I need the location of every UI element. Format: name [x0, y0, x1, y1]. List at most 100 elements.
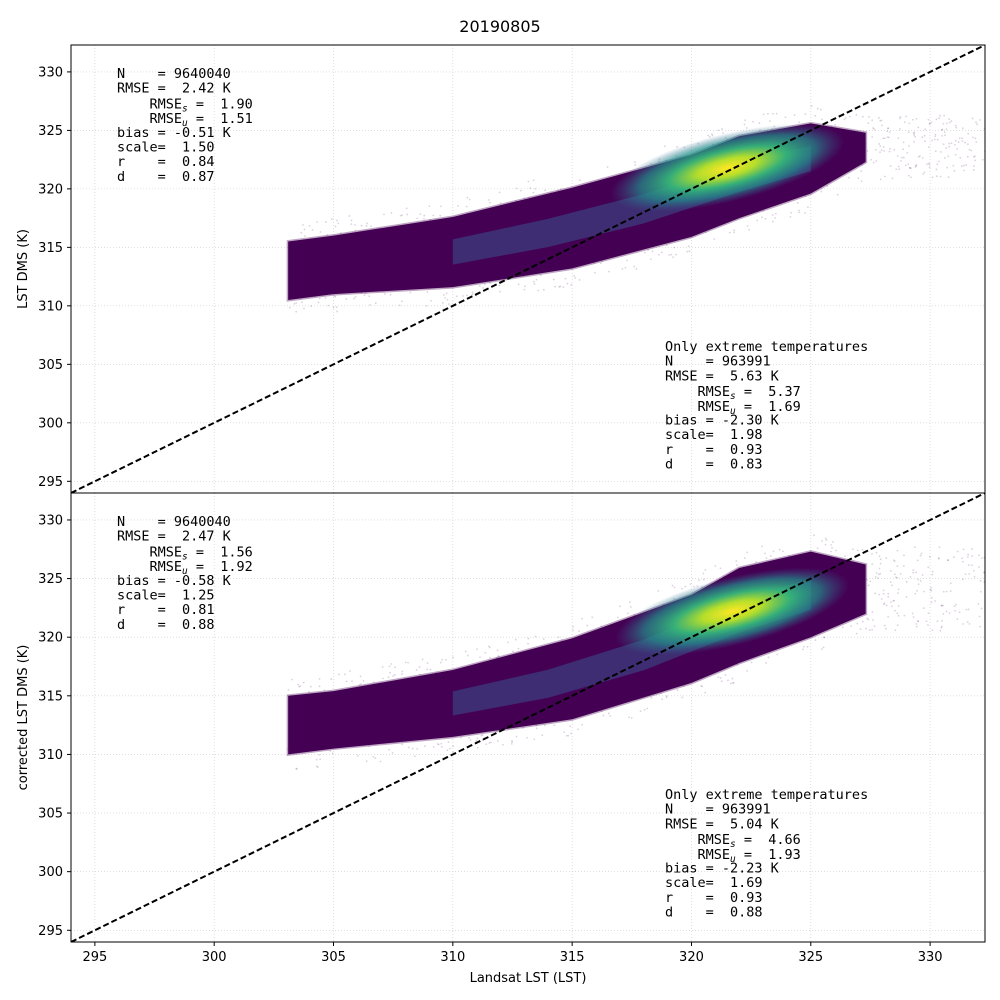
- y-tick-label: 305: [38, 358, 63, 373]
- density-speckle: [778, 548, 781, 551]
- density-speckle: [776, 653, 779, 656]
- density-speckle: [844, 555, 846, 557]
- density-speckle: [452, 751, 455, 754]
- density-speckle: [498, 290, 501, 293]
- stat-line: RMSE = 2.47 K: [117, 529, 232, 545]
- density-speckle: [394, 666, 396, 669]
- density-speckle: [366, 222, 368, 225]
- density-speckle: [834, 123, 837, 126]
- density-speckle: [293, 302, 296, 305]
- density-speckle: [940, 626, 943, 629]
- density-speckle: [771, 220, 774, 223]
- density-speckle: [934, 133, 937, 136]
- density-speckle: [628, 716, 631, 719]
- density-speckle: [946, 559, 949, 562]
- density-speckle: [374, 302, 377, 305]
- density-speckle: [885, 604, 888, 607]
- density-speckle: [295, 767, 298, 770]
- density-speckle: [974, 137, 977, 140]
- y-axis-label: corrected LST DMS (K): [16, 645, 31, 791]
- density-speckle: [893, 573, 896, 576]
- density-speckle: [907, 131, 910, 133]
- density-speckle: [804, 113, 807, 115]
- density-speckle: [626, 259, 628, 262]
- panel-top: 295 300 305 310 315 320 325 330 LST DMS (K) N = 9…: [16, 44, 986, 494]
- density-speckle: [476, 746, 479, 749]
- density-speckle: [925, 620, 928, 623]
- density-speckle: [302, 224, 304, 226]
- density-speckle: [900, 156, 903, 159]
- density-speckle: [489, 201, 491, 204]
- density-speckle: [442, 293, 445, 296]
- density-speckle: [945, 590, 948, 593]
- density-speckle: [441, 301, 444, 304]
- density-speckle: [601, 260, 603, 263]
- density-speckle: [523, 288, 526, 291]
- density-speckle: [872, 161, 875, 164]
- density-speckle: [416, 747, 419, 750]
- density-speckle: [381, 666, 384, 668]
- density-speckle: [857, 177, 860, 180]
- density-speckle: [735, 560, 738, 562]
- density-speckle: [517, 647, 520, 650]
- stat-line: RMSEu = 1.69: [665, 399, 801, 417]
- density-speckle: [336, 310, 338, 313]
- density-speckle: [316, 221, 319, 223]
- density-speckle: [634, 164, 637, 166]
- density-speckle: [880, 149, 883, 152]
- density-speckle: [917, 620, 919, 623]
- density-speckle: [765, 557, 768, 560]
- density-speckle: [360, 683, 362, 685]
- stat-line: RMSE = 2.42 K: [117, 81, 232, 97]
- density-speckle: [970, 149, 973, 152]
- density-speckle: [968, 148, 971, 151]
- density-speckle: [936, 163, 939, 166]
- density-speckle: [681, 696, 684, 699]
- stat-line: RMSEs = 1.90: [117, 96, 253, 114]
- density-speckle: [432, 214, 435, 217]
- density-speckle: [479, 656, 481, 659]
- density-speckle: [821, 540, 823, 542]
- density-speckle: [796, 202, 799, 204]
- density-speckle: [930, 589, 933, 592]
- density-speckle: [788, 554, 791, 557]
- density-speckle: [426, 291, 429, 293]
- density-speckle: [861, 620, 864, 623]
- density-speckle: [873, 625, 876, 628]
- stat-line: RMSEs = 4.66: [665, 832, 801, 850]
- density-speckle: [766, 112, 769, 115]
- density-speckle: [867, 618, 870, 621]
- density-speckle: [902, 565, 905, 567]
- density-speckle: [569, 725, 572, 728]
- density-speckle: [535, 727, 538, 730]
- density-speckle: [897, 588, 900, 591]
- density-speckle: [931, 570, 934, 573]
- density-speckle: [295, 310, 298, 313]
- density-speckle: [941, 128, 944, 131]
- density-speckle: [732, 681, 735, 684]
- density-speckle: [882, 146, 885, 148]
- density-speckle: [515, 199, 517, 202]
- y-tick-label: 300: [38, 865, 63, 880]
- density-speckle: [764, 217, 767, 220]
- density-speckle: [330, 678, 333, 680]
- density-speckle: [554, 285, 557, 288]
- density-speckle: [649, 258, 652, 261]
- density-speckle: [578, 630, 580, 633]
- density-speckle: [913, 131, 915, 134]
- stat-line: RMSEu = 1.92: [117, 559, 253, 577]
- density-speckle: [836, 193, 839, 196]
- density-speckle: [405, 207, 408, 210]
- density-speckle: [961, 557, 963, 560]
- density-speckle: [967, 553, 970, 556]
- density-speckle: [964, 141, 966, 144]
- density-speckle: [927, 566, 930, 569]
- density-speckle: [784, 116, 787, 119]
- stat-line: d = 0.88: [117, 617, 215, 633]
- density-speckle: [893, 148, 896, 151]
- density-speckle: [345, 680, 348, 683]
- density-speckle: [930, 596, 933, 599]
- density-speckle: [411, 747, 414, 750]
- density-speckle: [892, 559, 895, 562]
